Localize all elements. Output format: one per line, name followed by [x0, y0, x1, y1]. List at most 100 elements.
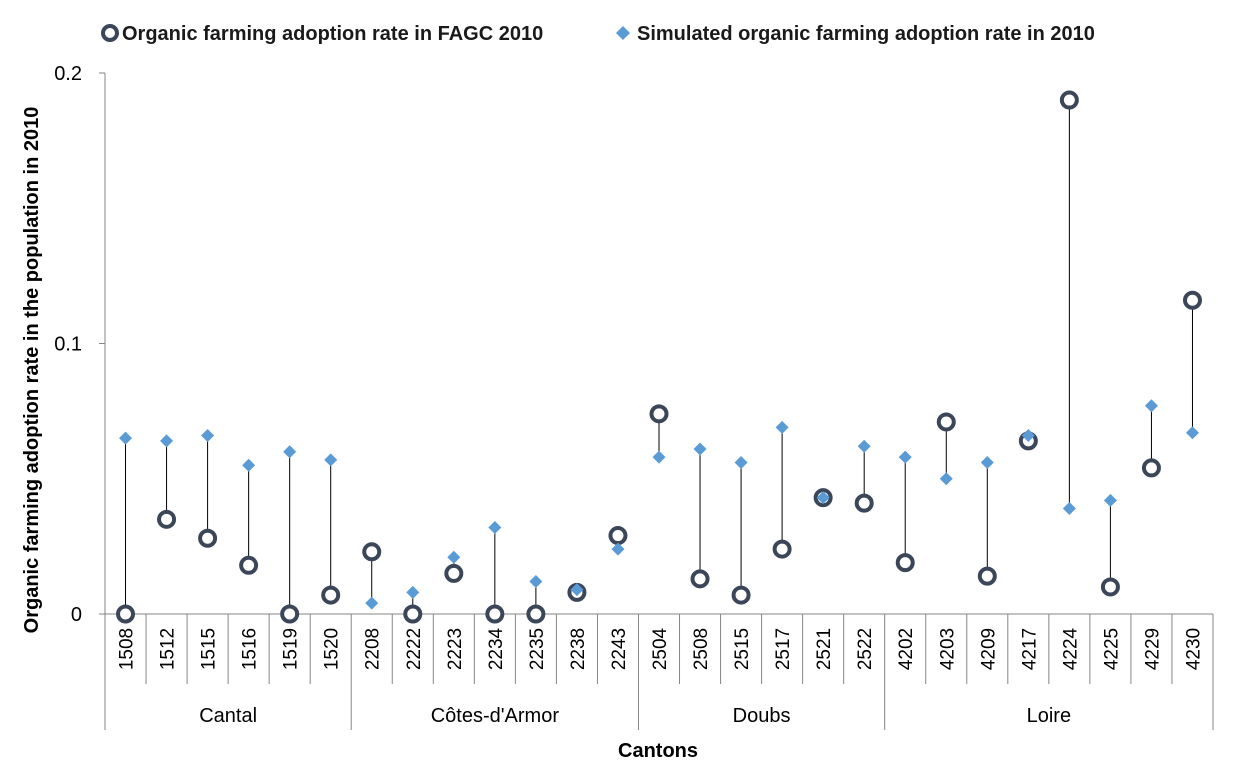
simulated-point — [283, 445, 297, 459]
observed-point — [239, 555, 259, 575]
observed-point — [895, 553, 915, 573]
observed-point — [772, 539, 792, 559]
simulated-point — [693, 442, 707, 456]
observed-point — [157, 509, 177, 529]
x-tick-label: 2222 — [404, 628, 425, 670]
x-tick-label: 4217 — [1019, 628, 1040, 670]
simulated-point — [1021, 428, 1035, 442]
simulated-point — [816, 491, 830, 505]
observed-point — [1100, 577, 1120, 597]
observed-point — [1182, 290, 1202, 310]
simulated-point — [980, 456, 994, 470]
x-group-label: Côtes-d'Armor — [431, 705, 560, 727]
simulated-point — [529, 575, 543, 589]
legend-label-simulated: Simulated organic farming adoption rate … — [637, 23, 1095, 45]
y-axis-ticks: 0 0.1 0.2 — [54, 63, 105, 626]
simulated-point — [570, 583, 584, 597]
x-tick-label: 1515 — [199, 628, 220, 670]
simulated-point — [734, 456, 748, 470]
observed-point — [936, 412, 956, 432]
legend-label-observed: Organic farming adoption rate in FAGC 20… — [122, 23, 543, 45]
x-axis-groups: Cantal Côtes-d'Armor Doubs Loire — [199, 705, 1071, 727]
observed-point — [403, 604, 423, 624]
x-tick-label: 1519 — [281, 628, 302, 670]
x-tick-label: 2522 — [855, 628, 876, 670]
observed-point — [977, 566, 997, 586]
simulated-point — [1062, 502, 1076, 516]
legend-marker-simulated — [616, 26, 630, 40]
connector-lines — [125, 100, 1193, 614]
x-group-label: Cantal — [199, 705, 257, 727]
y-tick-label: 0 — [71, 604, 82, 626]
simulated-point — [119, 431, 133, 445]
observed-point — [854, 493, 874, 513]
x-tick-label: 4202 — [896, 628, 917, 670]
observed-point — [485, 604, 505, 624]
observed-point — [608, 526, 628, 546]
x-group-label: Doubs — [733, 705, 791, 727]
simulated-point — [775, 420, 789, 434]
simulated-point — [1185, 426, 1199, 440]
simulated-point — [611, 542, 625, 556]
observed-point — [116, 604, 136, 624]
x-tick-label: 4230 — [1183, 628, 1204, 670]
x-tick-label: 1520 — [322, 628, 343, 670]
y-tick-label: 0.2 — [54, 63, 82, 85]
series-observed — [116, 90, 1202, 624]
x-group-label: Loire — [1027, 705, 1071, 727]
x-tick-label: 2515 — [732, 628, 753, 670]
observed-point — [321, 585, 341, 605]
observed-point — [280, 604, 300, 624]
simulated-point — [939, 472, 953, 486]
observed-point — [362, 542, 382, 562]
simulated-point — [1103, 493, 1117, 507]
y-axis-title: Organic farming adoption rate in the pop… — [21, 107, 43, 634]
simulated-point — [652, 450, 666, 464]
simulated-point — [857, 439, 871, 453]
observed-point — [526, 604, 546, 624]
x-axis-ticks: 1508 1512 1515 1516 1519 1520 2208 2222 2223 2234… — [117, 627, 1205, 670]
x-tick-label: 4224 — [1060, 627, 1081, 670]
x-tick-label: 2235 — [527, 628, 548, 670]
simulated-point — [160, 434, 174, 448]
legend-item-simulated: Simulated organic farming adoption rate … — [616, 23, 1095, 45]
x-tick-label: 2223 — [445, 628, 466, 670]
simulated-point — [242, 458, 256, 472]
x-tick-label: 2521 — [814, 628, 835, 670]
x-tick-label: 2208 — [363, 628, 384, 670]
observed-point — [690, 569, 710, 589]
legend-marker-observed — [101, 24, 119, 42]
observed-point — [444, 563, 464, 583]
observed-point — [649, 404, 669, 424]
x-tick-label: 1508 — [117, 628, 138, 670]
x-tick-label: 2243 — [609, 628, 630, 670]
x-tick-label: 1512 — [158, 628, 179, 670]
simulated-point — [1144, 399, 1158, 413]
observed-point — [198, 528, 218, 548]
x-tick-label: 4209 — [978, 628, 999, 670]
simulated-point — [324, 453, 338, 467]
x-axis-title: Cantons — [618, 740, 698, 762]
simulated-point — [201, 428, 215, 442]
x-tick-label: 2238 — [568, 628, 589, 670]
simulated-point — [488, 520, 502, 534]
x-tick-label: 2508 — [691, 628, 712, 670]
y-tick-label: 0.1 — [54, 334, 82, 356]
observed-point — [1141, 458, 1161, 478]
legend: Organic farming adoption rate in FAGC 20… — [101, 23, 1095, 45]
x-tick-label: 2234 — [486, 627, 507, 670]
observed-point — [731, 585, 751, 605]
x-tick-label: 4229 — [1142, 628, 1163, 670]
x-tick-label: 2504 — [650, 627, 671, 670]
x-tick-label: 2517 — [773, 628, 794, 670]
x-tick-label: 4225 — [1101, 628, 1122, 670]
simulated-point — [406, 585, 420, 599]
observed-point — [1059, 90, 1079, 110]
simulated-point — [447, 550, 461, 564]
x-tick-label: 4203 — [937, 628, 958, 670]
series-simulated — [119, 399, 1199, 610]
legend-item-observed: Organic farming adoption rate in FAGC 20… — [101, 23, 543, 45]
simulated-point — [365, 596, 379, 610]
simulated-point — [898, 450, 912, 464]
